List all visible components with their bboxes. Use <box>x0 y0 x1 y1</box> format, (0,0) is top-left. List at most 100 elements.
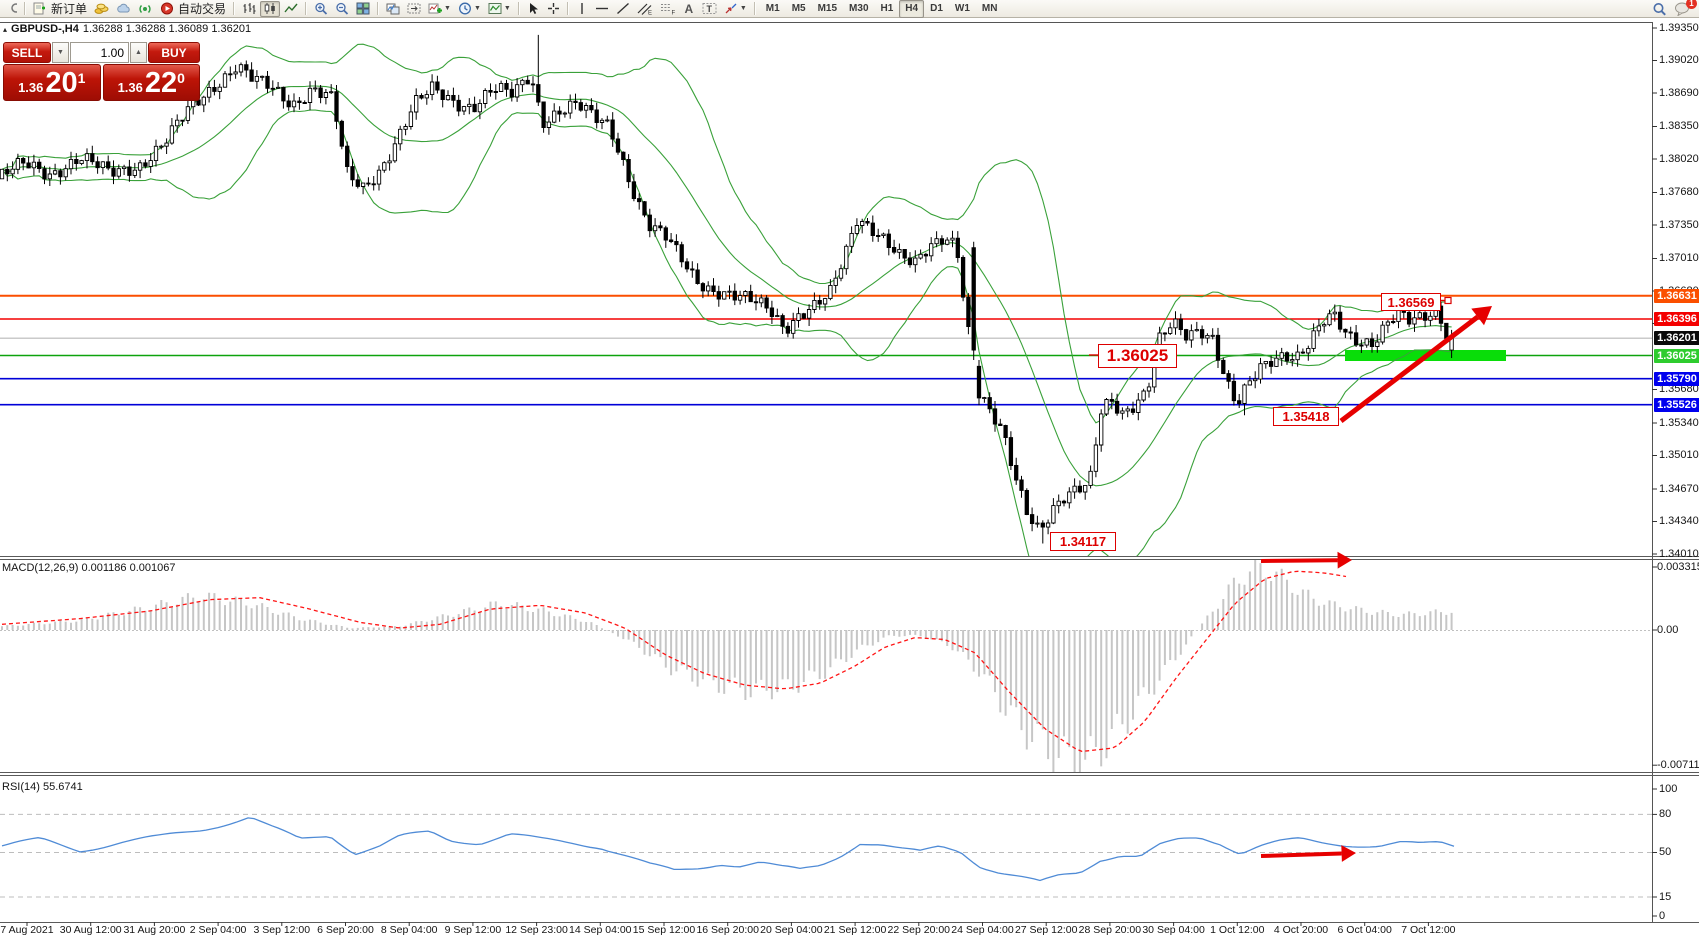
channel-tool-button[interactable]: E <box>634 1 656 17</box>
gold-icon <box>94 3 109 14</box>
crosshair-button[interactable] <box>544 1 563 17</box>
new-order-label: 新订单 <box>51 2 88 16</box>
auto-arrange-icon <box>386 3 400 15</box>
symbol-label: GBPUSD-,H4 <box>11 23 79 35</box>
tile-windows-icon <box>356 2 370 15</box>
sell-price-panel[interactable]: 1.36 20 1 <box>3 64 101 101</box>
svg-text:E: E <box>648 11 652 16</box>
timeframe-m30[interactable]: M30 <box>849 3 869 14</box>
templates-button[interactable]: ▼ <box>485 1 514 17</box>
sell-price-sup: 1 <box>77 70 86 86</box>
chart-shift-icon <box>407 3 421 14</box>
separator <box>24 2 26 15</box>
timeframe-mn[interactable]: MN <box>981 3 998 14</box>
dropdown-caret: ▼ <box>503 5 511 12</box>
buy-price-panel[interactable]: 1.36 22 0 <box>102 64 200 101</box>
zoom-out-button[interactable] <box>332 1 352 17</box>
label-tool-button[interactable]: T <box>699 1 720 17</box>
signal-icon <box>139 5 151 13</box>
timeframe-m5[interactable]: M5 <box>791 3 806 14</box>
timeframe-h1[interactable]: H1 <box>880 3 894 14</box>
svg-text:T: T <box>706 4 712 14</box>
fibonacci-tool-button[interactable]: F <box>657 1 679 17</box>
dropdown-caret: ▼ <box>473 5 481 12</box>
volume-input[interactable]: 1.00 <box>70 42 129 63</box>
buy-price-prefix: 1.36 <box>117 80 143 95</box>
new-order-icon <box>33 2 45 15</box>
autotrading-label: 自动交易 <box>178 2 227 16</box>
timeframe-h4[interactable]: H4 <box>899 0 925 18</box>
quote-line: ▴ GBPUSD-,H4 1.36288 1.36288 1.36089 1.3… <box>3 23 251 35</box>
zoom-out-icon <box>336 2 349 15</box>
signals-button[interactable] <box>135 1 156 17</box>
ohlc-values: 1.36288 1.36288 1.36089 1.36201 <box>82 23 252 35</box>
cloud-icon <box>117 3 130 13</box>
candlestick-chart-button[interactable] <box>260 0 281 17</box>
dropdown-caret: ▼ <box>739 5 747 12</box>
timeframe-d1[interactable]: D1 <box>930 3 943 14</box>
line-chart-icon <box>284 3 298 13</box>
timeframe-m15[interactable]: M15 <box>817 3 838 14</box>
add-indicator-icon <box>428 3 443 14</box>
templates-icon <box>488 3 502 14</box>
text-tool-button[interactable]: A <box>684 1 694 16</box>
chart-shift-button[interactable] <box>404 1 424 17</box>
text-label-icon: T <box>702 3 717 14</box>
toolbar: 新订单 自动交易 ▼ ▼ ▼ E F A T ▼ M1 M5 M15 M30 H1 H4 D… <box>0 0 1699 18</box>
buy-price-sup: 0 <box>177 70 185 86</box>
buy-button[interactable]: BUY <box>148 42 200 63</box>
sell-button[interactable]: SELL <box>3 42 51 63</box>
volume-decrease-button[interactable]: ▼ <box>52 42 69 63</box>
sell-price-prefix: 1.36 <box>18 80 44 95</box>
separator <box>753 2 756 15</box>
volume-increase-button[interactable]: ▲ <box>130 42 147 63</box>
one-click-trading-panel: SELL ▼ 1.00 ▲ BUY 1.36 20 1 1.36 22 0 <box>3 42 200 101</box>
search-icon <box>1653 2 1666 16</box>
arrows-icon <box>725 3 737 14</box>
notification-badge: 1 <box>1686 0 1697 9</box>
periods-button[interactable]: ▼ <box>455 1 484 17</box>
timeframe-w1[interactable]: W1 <box>954 3 970 14</box>
vline-tool-button[interactable] <box>573 1 591 17</box>
separator <box>233 2 236 15</box>
dropdown-caret: ▼ <box>444 5 451 12</box>
notifications-button[interactable]: 1 <box>1671 0 1697 17</box>
bar-chart-icon <box>243 3 256 14</box>
zoom-in-icon <box>315 2 328 15</box>
vline-icon <box>581 3 583 14</box>
trendline-tool-button[interactable] <box>613 1 633 17</box>
zoom-in-button[interactable] <box>311 1 331 17</box>
line-chart-button[interactable] <box>281 1 301 17</box>
cursor-button[interactable] <box>524 1 543 17</box>
community-button[interactable] <box>113 1 134 17</box>
clock-icon <box>459 2 471 15</box>
hline-tool-button[interactable] <box>592 1 612 17</box>
trendline-icon <box>616 2 629 15</box>
tile-windows-button[interactable] <box>353 1 373 17</box>
symbol-marker-icon: ▴ <box>3 24 8 34</box>
cut-icon <box>2 1 20 17</box>
autotrading-icon <box>161 2 174 15</box>
separator <box>305 2 308 15</box>
separator <box>566 2 569 15</box>
cursor-icon <box>529 3 538 14</box>
market-button[interactable] <box>91 1 112 17</box>
macd-label: MACD(12,26,9) 0.001186 0.001067 <box>2 562 176 574</box>
auto-arrange-button[interactable] <box>383 1 403 17</box>
crosshair-icon <box>547 3 559 14</box>
add-indicator-button[interactable]: ▼ <box>425 1 454 17</box>
fibonacci-icon: F <box>660 4 675 16</box>
autotrading-button[interactable]: 自动交易 <box>157 1 229 17</box>
timeframe-m1[interactable]: M1 <box>765 3 780 14</box>
candlestick-chart-icon <box>264 3 275 14</box>
svg-text:F: F <box>671 11 675 16</box>
bar-chart-button[interactable] <box>239 1 259 17</box>
separator <box>517 2 520 15</box>
equidistant-channel-icon: E <box>637 3 652 16</box>
timeframe-group: M1 M5 M15 M30 H1 H4 D1 W1 MN <box>760 0 1004 18</box>
arrows-tool-button[interactable]: ▼ <box>721 1 750 17</box>
new-order-button[interactable]: 新订单 <box>30 1 90 17</box>
hline-icon <box>595 7 608 10</box>
search-button[interactable] <box>1649 1 1670 17</box>
